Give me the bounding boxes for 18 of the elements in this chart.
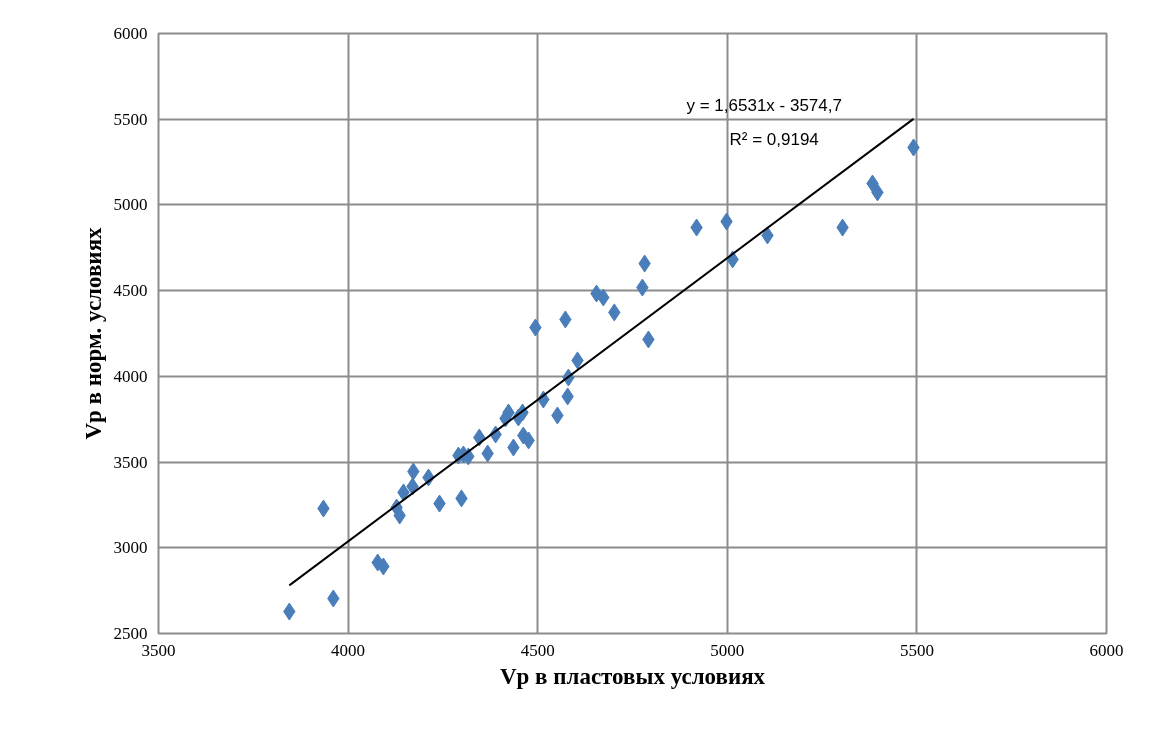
annotation: y = 1,6531x - 3574,7	[686, 95, 842, 115]
annotation: R² = 0,9194	[729, 129, 819, 149]
y-tick-label: 3000	[113, 538, 148, 558]
x-tick-label: 3500	[141, 640, 176, 660]
x-axis-title: Vp в пластовых условиях	[499, 663, 766, 689]
x-tick-label: 4500	[520, 640, 555, 660]
y-tick-label: 2500	[113, 624, 148, 643]
y-tick-label: 5000	[113, 195, 148, 215]
y-tick-label: 5500	[113, 109, 148, 129]
y-axis-title: Vp в норм. условиях	[80, 226, 106, 440]
x-tick-label: 4000	[331, 640, 366, 660]
y-tick-label: 4000	[113, 366, 148, 386]
y-tick-label: 6000	[113, 24, 148, 43]
x-tick-label: 5500	[899, 640, 934, 660]
x-tick-label: 6000	[1089, 640, 1124, 660]
x-tick-label: 5000	[710, 640, 745, 660]
y-tick-label: 4500	[113, 281, 148, 301]
y-tick-label: 3500	[113, 452, 148, 472]
